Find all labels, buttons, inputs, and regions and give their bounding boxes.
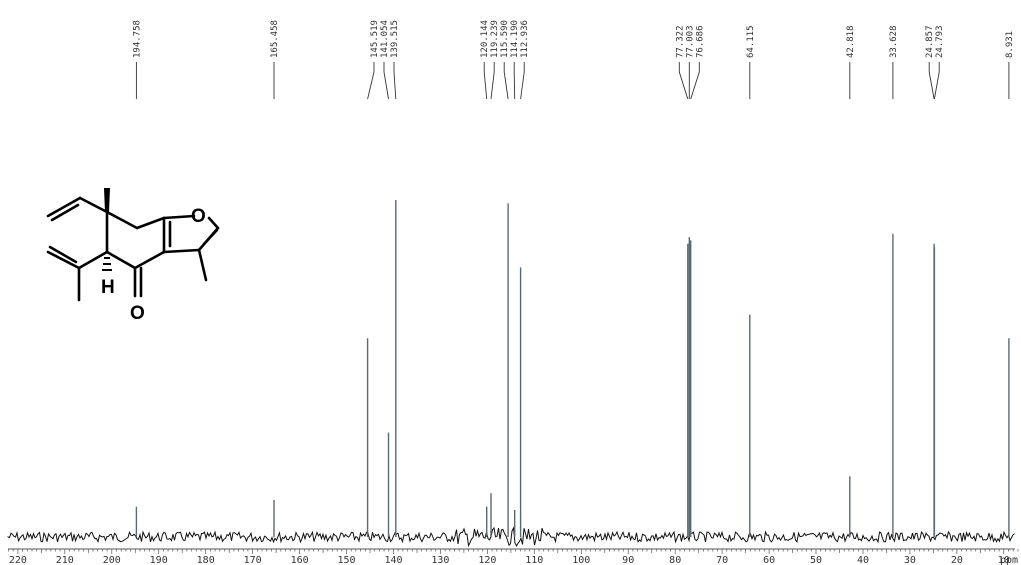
tick-label-210: 210 [56,555,74,565]
peak-label-145.519: 145.519 [370,20,380,58]
peak-leader-112.936 [520,62,525,100]
peak-label-42.818: 42.818 [846,25,856,58]
tick-label-190: 190 [150,555,168,565]
peak-leader-24.857 [928,62,935,100]
peak-label-77.003: 77.003 [685,25,695,58]
peak-label-112.936: 112.936 [520,20,530,58]
tick-label-50: 50 [810,555,822,565]
peak-lines [135,200,1010,537]
peak-label-194.758: 194.758 [132,20,142,58]
peak-leader-24.793 [933,62,940,100]
baseline-noise-trace [7,526,1015,548]
peak-label-24.857: 24.857 [925,25,935,58]
tick-label-130: 130 [431,555,449,565]
ppm-axis: 220 210 200 190 180 170 160 150 140 130 120 110 100 9… [8,548,1019,565]
peak-label-group: 194.758 165.458 145.519 141.054 139.515 120.1… [132,20,1015,100]
peak-leader-115.590 [503,62,509,100]
tick-label-200: 200 [103,555,121,565]
tick-label-90: 90 [622,555,634,565]
peak-leader-120.144 [483,62,488,100]
peak-label-115.590: 115.590 [500,20,510,58]
hydrogen-label: H [101,277,115,298]
peak-leader-119.239 [490,62,495,100]
tick-label-20: 20 [951,555,963,565]
ring-oxygen-label: O [191,206,206,227]
peak-leader-77.322 [678,62,689,100]
peak-leader-145.519 [367,62,375,100]
tick-label-70: 70 [716,555,728,565]
peak-leader-114.190 [513,62,516,100]
peak-label-24.793: 24.793 [935,25,945,58]
tick-label-60: 60 [763,555,775,565]
peak-label-33.628: 33.628 [889,25,899,58]
baseline-noise [7,526,1015,548]
peak-leader-76.686 [690,62,700,100]
tick-label-30: 30 [904,555,916,565]
peak-label-120.144: 120.144 [480,20,490,58]
tick-label-160: 160 [291,555,309,565]
tick-label-10: 10 [998,555,1010,565]
peak-label-114.190: 114.190 [510,20,520,58]
peak-label-119.239: 119.239 [490,20,500,58]
peak-label-141.054: 141.054 [380,20,390,58]
peak-label-77.322: 77.322 [675,25,685,58]
peak-leader-139.515 [393,62,397,100]
tick-label-150: 150 [337,555,355,565]
molecule-structure: O O H [46,188,220,324]
peak-label-8.931: 8.931 [1005,31,1015,58]
peak-label-139.515: 139.515 [390,20,400,58]
tick-label-100: 100 [572,555,590,565]
ketone-oxygen-label: O [130,303,145,324]
tick-label-80: 80 [669,555,681,565]
peak-label-76.686: 76.686 [695,25,705,58]
tick-label-120: 120 [478,555,496,565]
tick-label-170: 170 [244,555,262,565]
tick-label-220: 220 [9,555,27,565]
peak-label-165.458: 165.458 [270,20,280,58]
tick-label-110: 110 [525,555,543,565]
axis-unit-label: ppm [1000,555,1018,565]
tick-label-180: 180 [197,555,215,565]
peak-label-64.115: 64.115 [746,25,756,58]
tick-label-140: 140 [384,555,402,565]
tick-label-40: 40 [857,555,869,565]
peak-leader-141.054 [383,62,389,100]
